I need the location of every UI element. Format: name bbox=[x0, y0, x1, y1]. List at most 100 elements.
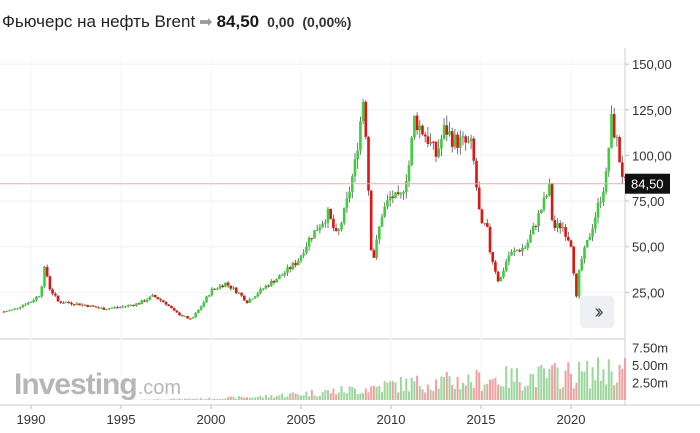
volume-bar bbox=[386, 382, 389, 400]
candle-down bbox=[450, 131, 454, 147]
candle-up bbox=[502, 270, 505, 278]
volume-bar bbox=[327, 390, 329, 400]
candle-down bbox=[472, 138, 476, 161]
volume-bar bbox=[478, 372, 481, 400]
candle-up bbox=[326, 208, 330, 223]
x-tick-label: 2010 bbox=[377, 412, 406, 427]
volume-bar bbox=[610, 371, 613, 400]
candle-up bbox=[342, 207, 346, 224]
price-change-percent: (0,00%) bbox=[302, 14, 352, 30]
volume-bar bbox=[602, 369, 605, 400]
volume-bar bbox=[502, 386, 505, 400]
candle-up bbox=[324, 222, 327, 224]
volume-bar bbox=[534, 387, 537, 400]
volume-bar bbox=[575, 382, 578, 400]
candle-up bbox=[299, 255, 303, 261]
candle-up bbox=[585, 240, 589, 248]
candle-up bbox=[469, 138, 473, 142]
volume-bar bbox=[418, 386, 421, 400]
candle-up bbox=[399, 193, 403, 195]
candle-up bbox=[591, 228, 594, 237]
volume-bar bbox=[246, 397, 248, 400]
volume-bar bbox=[359, 393, 362, 400]
candle-up bbox=[540, 209, 543, 214]
candle-down bbox=[572, 246, 575, 274]
candle-up bbox=[483, 223, 486, 225]
volume-bar bbox=[213, 398, 216, 400]
volume-bar bbox=[232, 396, 235, 400]
volume-bar bbox=[235, 398, 238, 400]
candle-up bbox=[216, 288, 219, 290]
volume-bar bbox=[229, 396, 232, 400]
candle-down bbox=[391, 196, 395, 198]
candle-down bbox=[475, 160, 478, 188]
candle-up bbox=[37, 296, 41, 298]
instrument-title: Фьючерс на нефть Brent bbox=[2, 12, 196, 31]
candle-up bbox=[375, 239, 378, 258]
candle-down bbox=[423, 134, 427, 137]
candle-up bbox=[18, 307, 22, 309]
x-tick-label: 2005 bbox=[287, 412, 316, 427]
volume-bar bbox=[343, 392, 346, 400]
volume-bar bbox=[432, 391, 435, 400]
volume-bar bbox=[564, 370, 567, 400]
candle-up bbox=[515, 250, 519, 252]
candle-down bbox=[372, 250, 376, 258]
candle-down bbox=[221, 285, 224, 287]
candle-up bbox=[99, 307, 103, 309]
candle-down bbox=[612, 114, 616, 138]
candle-down bbox=[575, 273, 578, 297]
candle-up bbox=[5, 311, 8, 313]
volume-bar bbox=[416, 375, 419, 400]
y-tick-label: 100,00 bbox=[632, 148, 672, 163]
volume-bar bbox=[345, 393, 348, 400]
candle-down bbox=[332, 218, 335, 229]
candle-up bbox=[108, 308, 111, 310]
volume-bar bbox=[216, 398, 219, 400]
volume-bar bbox=[340, 386, 343, 400]
candle-down bbox=[51, 289, 54, 294]
current-price-tag bbox=[625, 173, 670, 194]
candle-up bbox=[380, 216, 384, 227]
candle-up bbox=[599, 201, 602, 203]
candle-up bbox=[232, 287, 235, 289]
candle-down bbox=[496, 271, 500, 282]
candle-down bbox=[240, 292, 243, 296]
volume-bar bbox=[264, 394, 267, 400]
candle-down bbox=[86, 305, 89, 307]
candle-up bbox=[461, 136, 465, 138]
scroll-to-latest-button[interactable]: ›› bbox=[580, 296, 614, 328]
candle-down bbox=[310, 238, 314, 240]
volume-bar bbox=[605, 384, 608, 400]
volume-bar bbox=[470, 382, 473, 400]
candle-up bbox=[356, 150, 359, 160]
candle-down bbox=[226, 282, 230, 286]
candle-up bbox=[148, 296, 152, 300]
volume-bar bbox=[205, 399, 208, 400]
candle-down bbox=[421, 125, 424, 135]
volume-bar bbox=[445, 371, 448, 400]
candle-up bbox=[413, 115, 416, 138]
volume-bar bbox=[588, 388, 591, 400]
volume-bar bbox=[351, 386, 354, 400]
volume-bar bbox=[240, 396, 243, 400]
candle-down bbox=[445, 125, 449, 135]
candle-up bbox=[526, 242, 530, 248]
candle-up bbox=[604, 171, 608, 192]
candle-up bbox=[510, 252, 513, 256]
volume-bar bbox=[591, 367, 594, 400]
volume-bar bbox=[300, 395, 302, 400]
candle-up bbox=[259, 288, 262, 294]
volume-bar bbox=[243, 397, 246, 400]
volume-bar bbox=[210, 399, 213, 400]
candle-up bbox=[24, 304, 27, 306]
candle-up bbox=[545, 195, 548, 198]
candle-up bbox=[278, 275, 281, 280]
candle-down bbox=[186, 316, 189, 319]
candle-down bbox=[180, 315, 184, 317]
candle-down bbox=[464, 136, 467, 143]
volume-bar bbox=[532, 374, 535, 400]
candle-down bbox=[189, 318, 192, 320]
candle-down bbox=[243, 295, 246, 301]
